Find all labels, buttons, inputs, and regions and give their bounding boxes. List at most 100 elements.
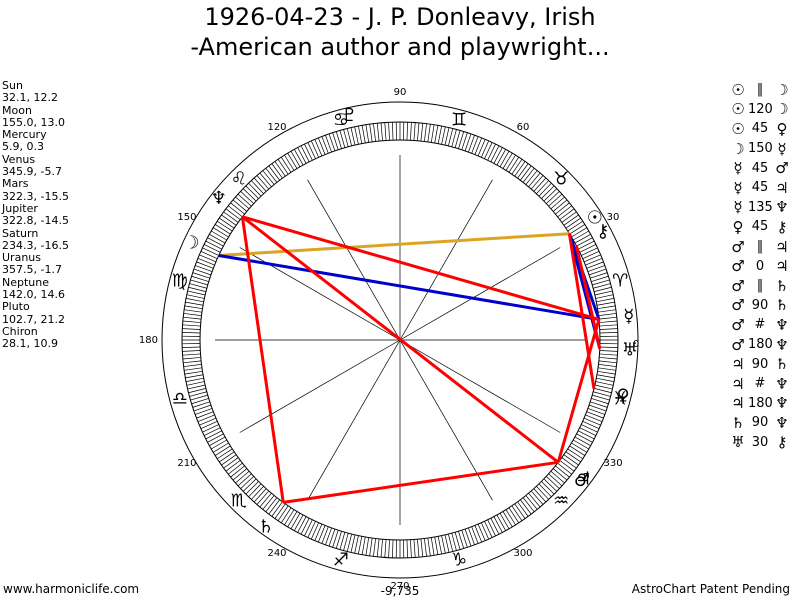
degree-tick [533, 488, 547, 503]
degree-tick [214, 445, 231, 456]
degree-tick [207, 237, 224, 247]
degree-tick [205, 430, 222, 440]
degree-label: 150 [177, 212, 196, 223]
degree-tick [517, 163, 529, 179]
degree-tick [248, 182, 262, 197]
degree-tick [571, 442, 588, 453]
degree-tick [579, 427, 597, 436]
degree-tick [203, 427, 221, 436]
aspect-planet-1-glyph: ☽ [731, 139, 745, 158]
planet-glyph: ♂ [574, 470, 590, 491]
degree-tick [245, 185, 259, 199]
degree-tick [581, 424, 598, 433]
aspect-type: ‖ [756, 239, 764, 255]
degree-tick [454, 130, 461, 148]
degree-tick [424, 123, 427, 142]
degree-tick [541, 481, 555, 495]
degree-tick [199, 417, 217, 426]
degree-tick [262, 170, 275, 185]
degree-tick [235, 196, 250, 210]
degree-tick [183, 316, 202, 320]
degree-tick [209, 436, 226, 446]
degree-tick [581, 247, 598, 256]
degree-tick [410, 122, 412, 141]
degree-tick [304, 519, 313, 537]
aspect-row: ☉ 120 ☽ [728, 100, 800, 120]
degree-tick [598, 367, 616, 371]
degree-tick [212, 442, 229, 453]
degree-tick [563, 214, 579, 226]
degree-tick [307, 142, 316, 159]
degree-tick [280, 507, 292, 524]
degree-tick [595, 294, 614, 299]
degree-tick [583, 254, 601, 263]
degree-tick [597, 370, 616, 375]
planet-name: Moon [2, 103, 32, 117]
degree-tick [232, 468, 248, 481]
degree-tick [582, 251, 600, 259]
degree-tick [332, 132, 339, 150]
degree-tick [212, 227, 229, 238]
degree-tick [242, 478, 257, 492]
degree-tick [424, 538, 427, 557]
planet-position-list: Sun 32.1, 12.2 Moon 155.0, 13.0 Mercury 5.9, … [2, 79, 69, 351]
aspect-planet-2-glyph: ♃ [775, 237, 789, 256]
degree-tick [593, 283, 611, 289]
degree-tick [530, 175, 544, 190]
degree-tick [343, 129, 349, 147]
aspect-line [283, 460, 559, 504]
degree-tick [597, 305, 616, 310]
degree-tick [505, 509, 516, 526]
aspect-type: 180 [748, 337, 773, 353]
degree-tick [536, 486, 549, 500]
degree-tick [561, 211, 577, 223]
degree-tick [223, 211, 239, 223]
degree-tick [242, 188, 257, 202]
degree-tick [190, 394, 208, 401]
degree-tick [235, 470, 250, 484]
degree-tick [225, 460, 241, 472]
planet-glyph: ♅ [622, 340, 638, 361]
degree-tick [546, 191, 560, 204]
aspect-row: ☿ 135 ♆ [728, 198, 800, 218]
aspect-row: ☿ 45 ♂ [728, 158, 800, 178]
chart-title-line-1: 1926-04-23 - J. P. Donleavy, Irish [204, 3, 596, 31]
degree-label: 90 [394, 87, 407, 98]
degree-tick [567, 448, 584, 460]
zodiac-sign-glyph: ♐ [333, 550, 349, 571]
aspect-row: ☉ 45 ♀ [728, 119, 800, 139]
degree-tick [587, 408, 605, 415]
planet-coords: 28.1, 10.9 [2, 337, 58, 351]
degree-tick [189, 391, 207, 397]
aspect-planet-2-glyph: ☽ [775, 100, 789, 119]
degree-tick [533, 177, 547, 192]
degree-tick [522, 497, 535, 513]
degree-label: 270 [390, 581, 409, 592]
degree-tick [448, 533, 454, 552]
aspect-type: 0 [755, 258, 765, 274]
aspect-planet-1-glyph: ♄ [731, 413, 745, 432]
degree-tick [284, 154, 295, 171]
degree-tick [290, 513, 301, 529]
degree-tick [199, 254, 217, 263]
degree-tick [284, 509, 295, 526]
degree-tick [461, 530, 468, 548]
aspect-planet-1-glyph: ♃ [731, 394, 745, 413]
degree-tick [596, 301, 615, 306]
degree-tick [311, 522, 319, 540]
degree-tick [444, 127, 450, 146]
aspect-planet-1-glyph: ☿ [733, 198, 743, 217]
degree-tick [474, 525, 482, 543]
degree-tick [502, 152, 513, 169]
aspect-planet-2-glyph: ♀ [776, 119, 788, 138]
degree-tick [595, 381, 614, 386]
degree-tick [182, 350, 201, 352]
website-link[interactable]: www.harmoniclife.com [3, 582, 140, 596]
aspect-planet-2-glyph: ♆ [775, 413, 789, 432]
degree-label: 210 [177, 458, 196, 469]
degree-tick [599, 320, 618, 323]
degree-tick [185, 298, 204, 303]
degree-tick [392, 539, 394, 558]
degree-tick [484, 142, 493, 159]
degree-tick [182, 332, 201, 334]
